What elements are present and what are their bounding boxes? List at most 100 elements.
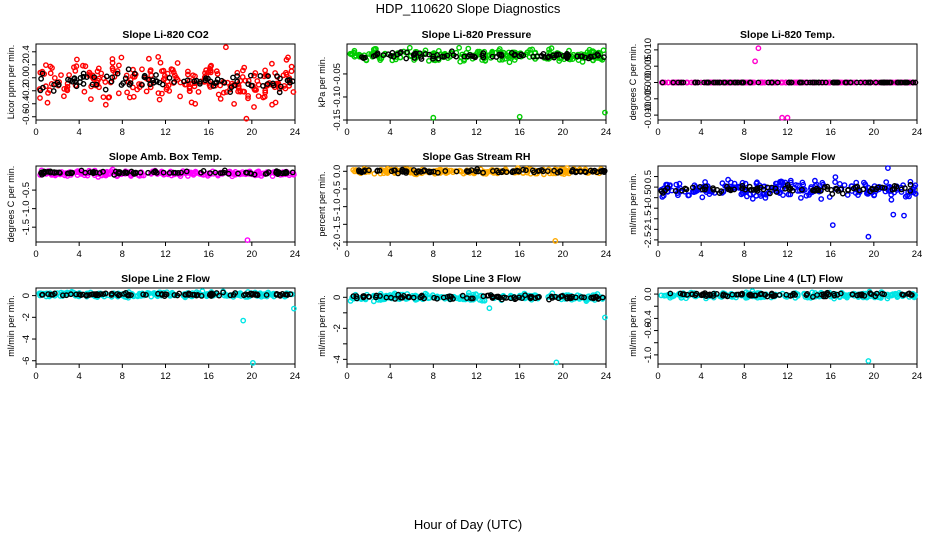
data-point — [475, 168, 482, 175]
data-point — [262, 87, 269, 94]
y-axis-label: Licor ppm per min. — [6, 45, 16, 120]
data-point — [757, 291, 764, 298]
data-point — [548, 293, 555, 300]
panel-6: Slope Sample Flow 0 4 8 12 16 20 24 -2.5-2-1.5-1… — [628, 151, 922, 260]
data-point — [806, 191, 812, 198]
data-point — [71, 75, 78, 82]
data-point — [600, 47, 607, 54]
data-point — [109, 56, 116, 62]
y-tick-label: -4 — [21, 335, 32, 343]
data-point — [280, 72, 287, 79]
data-point — [865, 79, 872, 86]
data-point — [100, 168, 106, 175]
data-point — [174, 60, 181, 66]
data-point — [522, 292, 528, 299]
data-point — [538, 52, 545, 59]
data-point — [905, 291, 911, 297]
data-point — [82, 169, 89, 176]
x-tick-label: 24 — [912, 127, 923, 138]
data-point — [157, 59, 164, 66]
data-point — [106, 94, 113, 101]
data-point — [463, 295, 470, 301]
data-point — [471, 53, 477, 60]
data-point — [387, 52, 394, 59]
data-point — [161, 293, 168, 299]
data-point — [716, 190, 723, 197]
data-point — [879, 79, 885, 86]
outlier-point — [244, 237, 251, 244]
panel-5: Slope Gas Stream RH 0 4 8 12 16 20 24 -2.0 -1.5 -1… — [317, 151, 611, 260]
outlier-point — [885, 165, 891, 172]
x-tick-label: 20 — [247, 127, 258, 138]
data-point — [73, 83, 80, 90]
data-point — [152, 168, 159, 175]
data-point — [171, 79, 178, 86]
data-point — [719, 180, 726, 187]
data-point — [122, 75, 129, 82]
data-point — [803, 192, 810, 199]
outlier-point — [249, 359, 256, 366]
data-point — [406, 44, 413, 51]
data-point — [156, 96, 163, 103]
outlier-point — [752, 58, 758, 65]
x-tick-label: 12 — [782, 371, 793, 382]
data-point — [353, 295, 360, 302]
data-point — [231, 101, 238, 107]
data-point — [526, 54, 533, 60]
data-point — [667, 290, 674, 297]
data-point — [114, 70, 121, 77]
series-subset — [667, 289, 915, 300]
data-point — [415, 168, 422, 175]
data-point — [362, 54, 368, 61]
data-point — [729, 291, 736, 298]
x-tick-label: 20 — [558, 371, 569, 382]
data-point — [803, 292, 810, 298]
data-point — [662, 79, 668, 86]
y-tick-label: -0.2 — [21, 83, 32, 99]
y-tick-label: -1.5 — [21, 219, 32, 235]
data-point — [883, 179, 890, 186]
x-tick-label: 16 — [825, 371, 836, 382]
data-point — [772, 292, 778, 299]
data-point — [260, 94, 267, 101]
data-point — [557, 168, 564, 175]
y-tick-label: -0.005 — [643, 85, 654, 112]
x-tick-label: 0 — [344, 127, 349, 138]
data-point — [93, 81, 100, 88]
data-point — [795, 182, 801, 189]
data-point — [889, 186, 896, 193]
data-point — [192, 100, 199, 107]
data-point — [749, 79, 756, 86]
data-point — [77, 79, 84, 86]
data-point — [888, 79, 894, 86]
data-point — [263, 292, 270, 298]
data-point — [361, 168, 367, 175]
data-point — [198, 292, 205, 299]
data-point — [289, 169, 296, 176]
data-point — [37, 95, 43, 101]
data-point — [675, 192, 681, 199]
panel-title: Slope Line 4 (LT) Flow — [732, 273, 843, 285]
data-point — [165, 82, 172, 89]
data-point — [772, 79, 779, 86]
data-point — [120, 80, 127, 87]
data-point — [871, 192, 877, 199]
data-point — [139, 66, 145, 73]
data-point — [574, 53, 581, 60]
data-point — [178, 169, 185, 176]
data-point — [147, 84, 154, 91]
y-tick-label: -1 — [643, 204, 654, 212]
data-point — [434, 295, 440, 302]
data-point — [519, 295, 525, 301]
panel-title: Slope Li-820 Temp. — [740, 29, 835, 41]
x-tick-label: 20 — [247, 249, 258, 260]
panel-title: Slope Li-820 CO2 — [122, 29, 209, 41]
data-point — [82, 63, 89, 70]
x-tick-label: 12 — [471, 249, 482, 260]
series-all — [658, 165, 919, 240]
data-point — [223, 89, 230, 95]
data-point — [80, 62, 86, 69]
panel-9: Slope Line 4 (LT) Flow 0 4 8 12 16 20 24 -1.0 -0.… — [628, 273, 922, 382]
data-point — [145, 55, 152, 62]
